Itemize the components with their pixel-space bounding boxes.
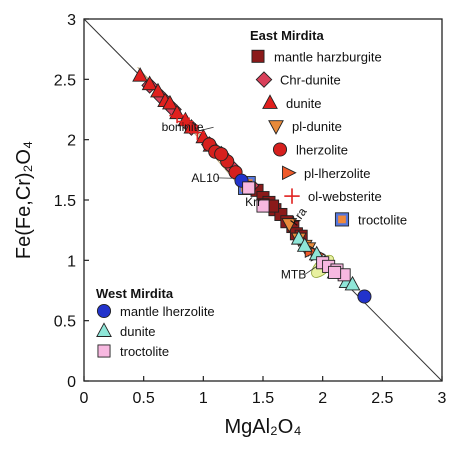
legend-label: ol-websterite	[308, 189, 382, 204]
legend-title: West Mirdita	[96, 286, 174, 301]
series-lherzolite-east	[202, 137, 243, 180]
legend-label: pl-lherzolite	[304, 166, 370, 181]
data-point	[169, 107, 185, 124]
y-tick-label: 1.5	[54, 193, 76, 210]
legend-title: East Mirdita	[250, 28, 324, 43]
data-point	[189, 124, 206, 141]
legends: East Mirdita mantle harzburgite Chr-dunite…	[96, 28, 407, 359]
y-tick-label: 3	[67, 12, 76, 29]
legend-marker	[255, 71, 273, 88]
y-tick-label: 0	[67, 374, 76, 391]
series-ol-websterite-east	[169, 107, 206, 141]
legend-west-mirdita: West Mirdita mantle lherzolite dunite troct…	[96, 286, 215, 359]
data-point	[177, 113, 194, 130]
data-point	[162, 94, 178, 110]
legend-marker	[96, 303, 112, 319]
data-point	[281, 218, 298, 233]
legend-label: Chr-dunite	[280, 73, 341, 88]
axes: 0 0.5 1 1.5 2 2.5 3 0 0.5 1 1.5 2 2.5 3 MgAl₂O₄ Fe(Fe,C…	[13, 12, 447, 438]
legend-label: pl-dunite	[292, 119, 342, 134]
legend-label: mantle harzburgite	[274, 49, 382, 64]
series-troctolite-west	[242, 181, 351, 282]
x-tick-label: 0.5	[133, 390, 155, 407]
data-point	[256, 199, 270, 213]
y-tick-label: 0.5	[54, 314, 76, 331]
annotation-label: Krr	[245, 195, 261, 209]
legend-marker	[97, 344, 111, 358]
data-point	[181, 117, 197, 133]
x-axis-title: MgAl₂O₄	[224, 416, 301, 438]
data-point	[242, 181, 256, 195]
x-tick-label: 1.5	[252, 390, 274, 407]
legend-label: mantle lherzolite	[120, 304, 215, 319]
y-tick-label: 1	[67, 253, 76, 270]
x-tick-label: 2	[318, 390, 327, 407]
data-point	[344, 275, 361, 291]
legend-marker	[284, 188, 300, 204]
annotation-leader	[304, 266, 317, 275]
legend-label: troctolite	[120, 344, 169, 359]
x-tick-label: 0	[80, 390, 89, 407]
x-tick-label: 1	[199, 390, 208, 407]
x-tick-label: 3	[438, 390, 447, 407]
data-point	[141, 75, 158, 91]
data-marks	[132, 67, 372, 304]
legend-marker	[262, 94, 278, 109]
data-point	[296, 237, 313, 252]
data-point	[328, 265, 342, 279]
y-tick-label: 2	[67, 133, 76, 150]
legend-marker	[282, 165, 297, 181]
x-tick-label: 2.5	[371, 390, 393, 407]
y-axis-title: Fe(Fe,Cr)₂O₄	[13, 141, 35, 259]
annotation-label: boninite	[162, 120, 204, 134]
data-point	[290, 229, 307, 245]
legend-marker	[272, 142, 288, 157]
data-point	[150, 82, 166, 98]
legend-label: lherzolite	[296, 143, 348, 158]
data-point	[132, 67, 148, 82]
legend-marker	[334, 212, 350, 227]
legend-label: dunite	[286, 96, 321, 111]
data-point	[357, 289, 372, 304]
legend-label: dunite	[120, 324, 155, 339]
legend-marker	[96, 322, 112, 337]
legend-label: troctolite	[358, 212, 407, 227]
legend-east-mirdita: East Mirdita mantle harzburgite Chr-dunite…	[250, 28, 407, 227]
legend-marker	[268, 120, 284, 135]
annotation-label: AL10	[191, 171, 219, 185]
annotation-label: MTB	[281, 267, 306, 281]
data-point	[214, 147, 229, 162]
y-tick-label: 2.5	[54, 72, 76, 89]
annotation-leader	[197, 126, 214, 132]
legend-marker	[251, 49, 265, 63]
